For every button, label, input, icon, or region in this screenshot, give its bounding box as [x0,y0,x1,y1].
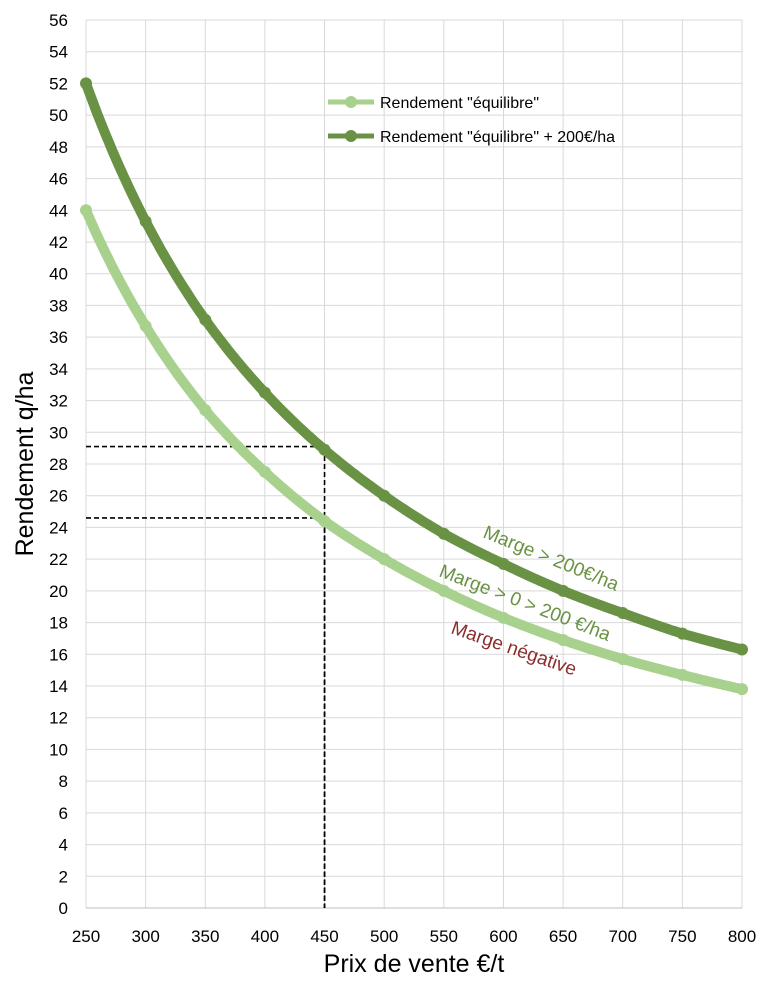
data-point-series-1 [616,653,629,666]
x-tick-label: 350 [191,927,219,946]
y-tick-labels: 0246810121416182022242628303234363840424… [49,11,68,918]
data-point-series-1 [736,683,748,696]
x-tick-label: 400 [251,927,279,946]
data-point-series-1 [378,553,391,566]
x-tick-label: 250 [72,927,100,946]
y-tick-label: 6 [59,804,68,823]
data-point-series-1 [557,634,570,647]
data-point-series-2 [736,643,748,656]
y-tick-label: 56 [49,11,68,30]
data-point-series-2 [616,607,629,620]
y-tick-label: 50 [49,106,68,125]
y-tick-label: 34 [49,360,68,379]
data-point-series-1 [80,204,92,217]
data-point-series-1 [676,668,689,681]
data-point-series-2 [318,443,331,456]
data-point-series-1 [258,465,271,478]
y-tick-label: 18 [49,614,68,633]
y-tick-label: 20 [49,582,68,601]
y-tick-label: 48 [49,138,68,157]
y-axis-title: Rendement q/ha [11,371,39,556]
y-tick-label: 36 [49,328,68,347]
y-tick-label: 4 [59,836,68,855]
y-tick-label: 14 [49,677,68,696]
series-line-2 [81,78,747,655]
reference-lines [86,445,326,908]
y-tick-label: 42 [49,233,68,252]
y-tick-label: 12 [49,709,68,728]
x-tick-label: 600 [489,927,517,946]
legend-label-series-2: Rendement "équilibre" + 200€/ha [380,129,615,146]
legend-marker-series-2 [345,130,357,142]
legend-marker-series-1 [345,96,357,108]
data-point-series-2 [258,386,271,399]
data-point-series-1 [318,515,331,528]
y-tick-label: 16 [49,645,68,664]
grid [85,19,743,909]
data-point-series-2 [497,557,510,570]
y-tick-label: 52 [49,74,68,93]
x-tick-label: 500 [370,927,398,946]
data-point-series-2 [199,313,212,326]
series-layer [80,77,748,696]
x-tick-label: 650 [549,927,577,946]
x-tick-label: 700 [609,927,637,946]
data-point-series-2 [139,215,152,228]
x-tick-label: 550 [430,927,458,946]
data-point-series-2 [437,527,450,540]
y-tick-label: 10 [49,740,68,759]
legend-label-series-1: Rendement "équilibre" [380,95,539,112]
y-tick-label: 2 [59,867,68,886]
x-tick-label: 450 [310,927,338,946]
reference-line [86,517,326,908]
y-tick-label: 28 [49,455,68,474]
y-tick-label: 38 [49,296,68,315]
x-tick-label: 800 [728,927,756,946]
series-line-1 [81,205,747,695]
y-tick-label: 32 [49,392,68,411]
y-tick-label: 8 [59,772,68,791]
y-tick-label: 40 [49,265,68,284]
x-axis-title: Prix de vente €/t [324,950,505,978]
y-tick-label: 46 [49,170,68,189]
data-point-series-2 [557,584,570,597]
data-point-series-2 [378,489,391,502]
data-point-series-2 [676,627,689,640]
data-point-series-1 [199,404,212,417]
data-point-series-2 [80,77,92,90]
x-tick-labels: 250 300 350 400 450 500 550 600 650 700 750 800 [72,927,756,946]
data-point-series-1 [497,611,510,624]
x-tick-label: 300 [131,927,159,946]
y-tick-label: 44 [49,201,68,220]
data-point-series-1 [437,584,450,597]
y-tick-label: 24 [49,518,68,537]
y-tick-label: 26 [49,487,68,506]
y-tick-label: 0 [59,899,68,918]
y-tick-label: 54 [49,43,68,62]
y-tick-label: 22 [49,550,68,569]
x-tick-label: 750 [668,927,696,946]
legend: Rendement "équilibre" Rendement "équilib… [328,95,615,146]
data-point-series-1 [139,320,152,333]
y-tick-label: 30 [49,423,68,442]
